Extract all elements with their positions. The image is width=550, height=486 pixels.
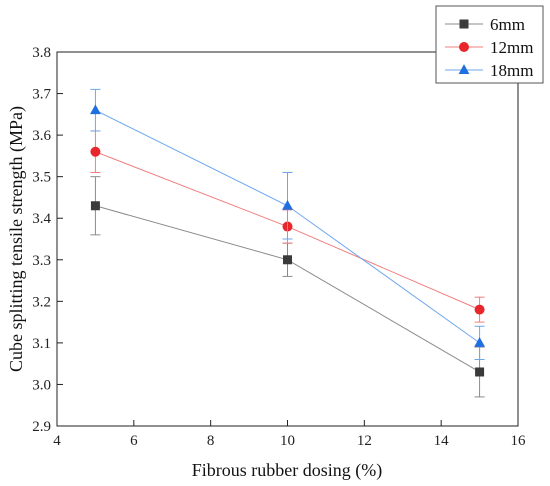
y-tick-label: 3.6 bbox=[32, 128, 51, 144]
x-axis-label: Fibrous rubber dosing (%) bbox=[192, 460, 382, 481]
y-axis-label: Cube splitting tensile strength (MPa) bbox=[6, 106, 27, 372]
y-tick-label: 3.2 bbox=[32, 294, 51, 310]
legend-marker-18mm bbox=[458, 64, 470, 74]
data-point-12mm bbox=[474, 304, 485, 315]
x-tick-label: 14 bbox=[434, 433, 450, 449]
series-18mm bbox=[90, 88, 485, 361]
x-tick-label: 6 bbox=[130, 433, 138, 449]
x-axis-ticks: 4 6 8 10 12 14 16 bbox=[53, 420, 526, 449]
x-tick-label: 4 bbox=[53, 433, 61, 449]
x-tick-label: 10 bbox=[280, 433, 295, 449]
data-point-6mm bbox=[283, 255, 292, 265]
legend-item-18mm: 18mm bbox=[445, 61, 533, 80]
y-tick-label: 3.0 bbox=[32, 377, 51, 393]
legend-label: 18mm bbox=[490, 61, 533, 80]
legend-item-6mm: 6mm bbox=[445, 15, 525, 34]
data-point-18mm bbox=[90, 104, 101, 115]
legend-label: 12mm bbox=[490, 38, 533, 57]
y-tick-label: 3.5 bbox=[32, 170, 51, 186]
data-point-6mm bbox=[475, 367, 485, 377]
legend-marker-6mm bbox=[459, 19, 469, 29]
series-6mm bbox=[90, 176, 485, 398]
legend-label: 6mm bbox=[490, 15, 525, 34]
y-tick-label: 3.3 bbox=[32, 253, 51, 269]
series-layer bbox=[90, 88, 485, 398]
y-tick-label: 2.9 bbox=[32, 419, 51, 435]
y-tick-label: 3.4 bbox=[32, 211, 51, 227]
x-tick-label: 12 bbox=[357, 433, 372, 449]
y-tick-label: 3.8 bbox=[32, 45, 51, 61]
legend-item-12mm: 12mm bbox=[445, 38, 533, 57]
x-tick-label: 8 bbox=[207, 433, 215, 449]
legend: 6mm 12mm 18mm bbox=[435, 5, 544, 84]
legend-marker-12mm bbox=[459, 42, 469, 52]
data-point-18mm bbox=[474, 337, 485, 347]
x-tick-label: 16 bbox=[511, 433, 527, 449]
y-axis-ticks: 2.9 3.0 3.1 3.2 3.3 3.4 3.5 3.6 3.7 3.8 bbox=[32, 45, 63, 435]
y-tick-label: 3.1 bbox=[32, 336, 51, 352]
data-point-18mm bbox=[282, 199, 293, 210]
y-tick-label: 3.7 bbox=[32, 87, 51, 103]
data-point-12mm bbox=[90, 146, 101, 157]
data-point-6mm bbox=[90, 201, 100, 211]
